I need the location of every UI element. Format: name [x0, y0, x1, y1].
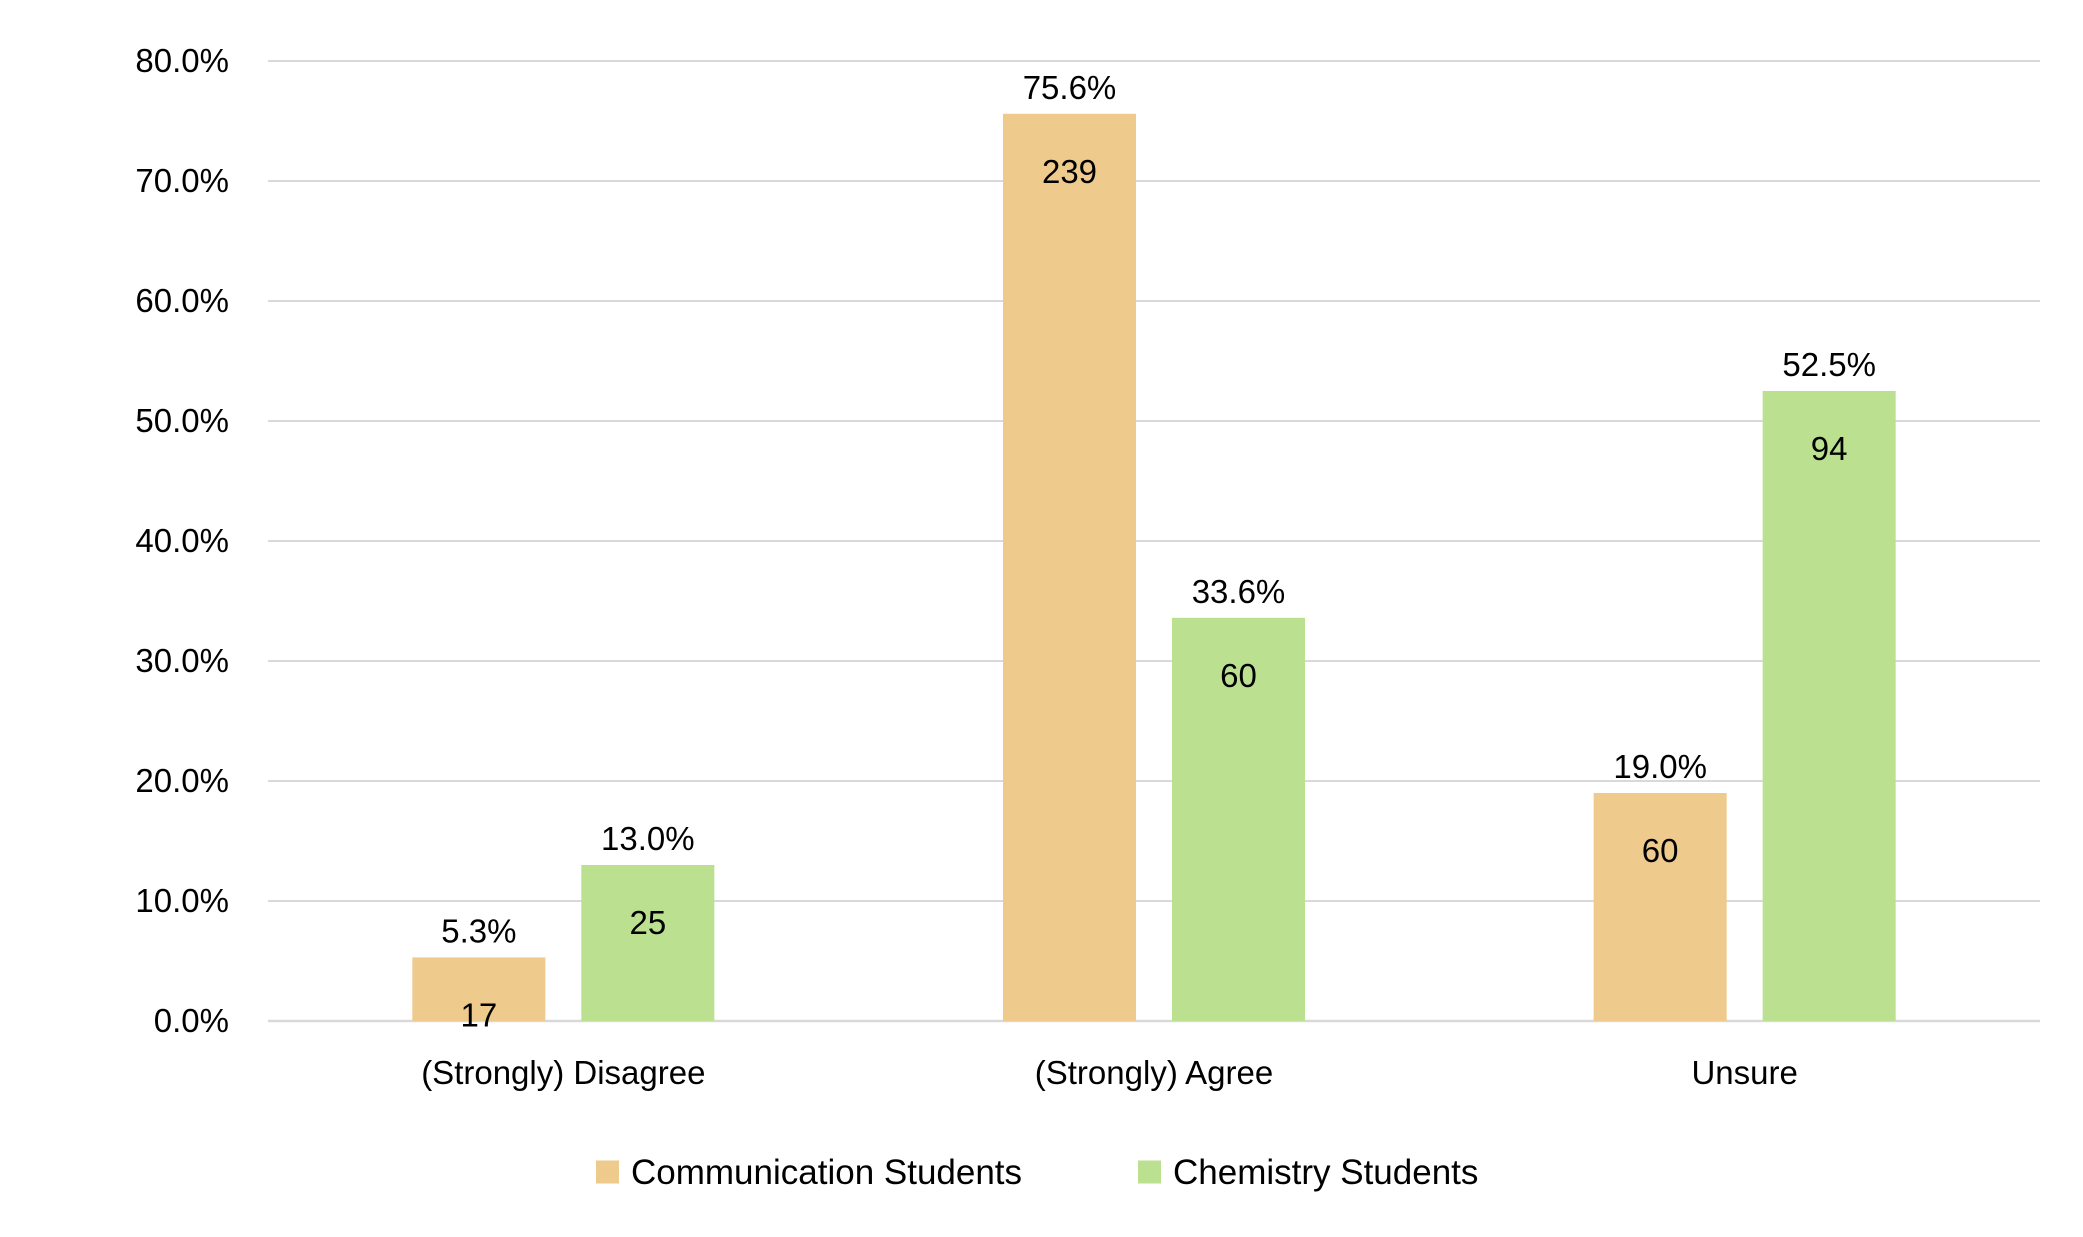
count-label-0-0: 17 — [460, 996, 497, 1033]
bars — [412, 113, 1896, 1022]
percent-label-1-1: 33.6% — [1192, 573, 1286, 610]
data-labels: 5.3% 17 13.0% 25 75.6% 239 33.6% 60 19.0% 60 52.5%… — [441, 69, 1876, 1034]
y-tick-label-4: 40.0% — [135, 522, 229, 559]
percent-label-1-0: 13.0% — [601, 820, 695, 857]
category-label-2: Unsure — [1691, 1054, 1797, 1091]
bar-0-0 — [412, 957, 546, 1021]
y-tick-label-7: 70.0% — [135, 162, 229, 199]
percent-label-0-0: 5.3% — [441, 912, 516, 949]
count-label-0-1: 239 — [1042, 153, 1097, 190]
count-label-1-2: 94 — [1811, 430, 1848, 467]
y-tick-label-8: 80.0% — [135, 42, 229, 79]
gridlines — [268, 60, 2040, 1023]
bar-1-2 — [1762, 391, 1896, 1021]
percent-label-0-1: 75.6% — [1023, 69, 1117, 106]
bar-1-0 — [581, 865, 715, 1021]
y-tick-label-6: 60.0% — [135, 282, 229, 319]
y-tick-label-2: 20.0% — [135, 762, 229, 799]
x-axis-category-labels: (Strongly) Disagree (Strongly) Agree Unsur… — [421, 1054, 1798, 1091]
count-label-1-0: 25 — [629, 904, 666, 941]
legend-label-0: Communication Students — [631, 1153, 1022, 1192]
y-tick-label-0: 0.0% — [154, 1002, 229, 1039]
bar-1-1 — [1172, 617, 1305, 1021]
y-tick-label-5: 50.0% — [135, 402, 229, 439]
category-label-1: (Strongly) Agree — [1035, 1054, 1273, 1091]
percent-label-0-2: 19.0% — [1613, 748, 1707, 785]
legend[interactable]: Communication Students Chemistry Students — [596, 1153, 1478, 1192]
legend-label-1: Chemistry Students — [1173, 1153, 1478, 1192]
y-axis-tick-labels: 0.0% 10.0% 20.0% 30.0% 40.0% 50.0% 60.0% 70.0% 8… — [135, 42, 229, 1039]
legend-swatch-0 — [596, 1160, 619, 1184]
bar-0-1 — [1003, 113, 1136, 1022]
y-tick-label-1: 10.0% — [135, 882, 229, 919]
y-tick-label-3: 30.0% — [135, 642, 229, 679]
legend-swatch-1 — [1138, 1160, 1161, 1184]
count-label-1-1: 60 — [1220, 657, 1257, 694]
count-label-0-2: 60 — [1642, 832, 1679, 869]
category-label-0: (Strongly) Disagree — [421, 1054, 705, 1091]
percent-label-1-2: 52.5% — [1782, 346, 1876, 383]
bar-0-2 — [1593, 793, 1727, 1021]
